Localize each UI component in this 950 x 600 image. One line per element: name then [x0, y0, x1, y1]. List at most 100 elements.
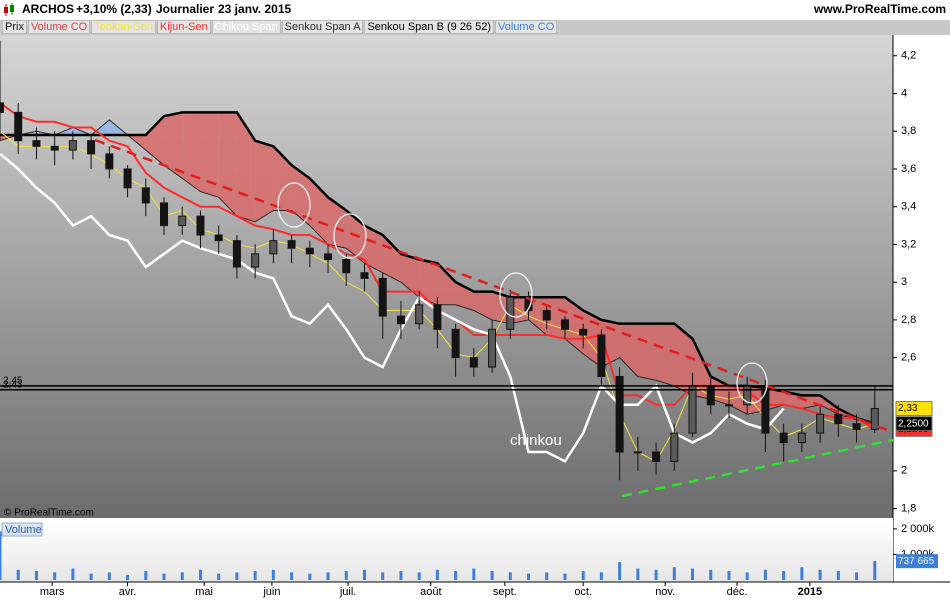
candle-body [360, 272, 369, 279]
candle-body [870, 408, 879, 430]
candle-body [123, 168, 132, 189]
candles [0, 40, 879, 481]
support-trendline [621, 438, 894, 498]
candle-body [214, 234, 223, 242]
header-bar [0, 0, 950, 20]
horizontal-lines: 2,452,43 [0, 376, 893, 391]
volume-area [0, 522, 893, 582]
candle-body [688, 385, 697, 434]
candle-body [324, 253, 333, 261]
y-tick-label: 2 [901, 465, 907, 477]
cloud-segment [200, 112, 219, 198]
volume-bar [836, 571, 840, 580]
y-tick-label: 3,6 [901, 163, 916, 175]
volume-value-label: 737 665 [898, 556, 935, 567]
volume-bar [126, 574, 130, 580]
volume-bar [709, 569, 713, 580]
candle-body [105, 153, 114, 170]
volume-bar [435, 569, 439, 580]
volume-bar [198, 569, 202, 580]
legend-item[interactable]: Chikou Span [211, 20, 281, 34]
volume-bar [508, 572, 512, 580]
candle-body [433, 304, 442, 330]
cloud-segment [255, 140, 274, 222]
candle-body [652, 451, 661, 462]
x-tick-label: avr. [119, 586, 137, 598]
highlight-circle [333, 213, 367, 259]
period: Journalier [156, 2, 214, 16]
candle-body [160, 202, 169, 227]
volume-bar [180, 572, 184, 580]
candle-body [178, 215, 187, 227]
x-tick-label: nov. [655, 586, 675, 598]
candle-body [816, 413, 825, 434]
volume-bar [454, 571, 458, 580]
axes: 1,8 2 2,6 2,8 3 3,2 3,4 3,6 3,8 4 4,2 mars avr. mai ju… [40, 50, 938, 598]
y-tick-label: 3,2 [901, 238, 916, 250]
candle-body [32, 140, 41, 147]
candle-body [87, 140, 96, 155]
volume-bar [745, 572, 749, 580]
legend-item[interactable]: Volume CO [495, 20, 558, 34]
volume-bar [636, 568, 640, 580]
volume-y-tick-label: 2 000k [901, 523, 935, 535]
candle-body [779, 432, 788, 444]
cloud-segment [400, 253, 420, 298]
horizontal-line-label: 2,45 [3, 376, 23, 387]
candle-body [14, 111, 23, 142]
y-axis-area [893, 35, 950, 600]
site: www.ProRealTime.com [813, 2, 946, 16]
legend-item[interactable]: Tenkan-Sen [91, 20, 156, 34]
candle-body [670, 432, 679, 462]
y-tick-label: 3,4 [901, 201, 916, 213]
volume-bar [34, 571, 38, 580]
cloud-segment [637, 323, 657, 381]
x-tick-label: août [420, 586, 441, 598]
header-icon [4, 3, 14, 16]
candle-body [560, 319, 569, 330]
volume-bar [672, 567, 676, 580]
candle-body [232, 240, 241, 268]
candle-body [542, 309, 551, 321]
y-tick-label: 3 [901, 276, 907, 288]
legend-item[interactable]: Prix [2, 20, 27, 34]
volume-bar [818, 569, 822, 580]
cloud-segment [528, 297, 547, 335]
cloud-segment [492, 291, 511, 324]
horizontal-line-label: 2,43 [3, 379, 23, 390]
legend-item[interactable]: Senkou Span B (9 26 52) [364, 20, 494, 34]
legend-item[interactable]: Kijun-Sen [156, 20, 211, 34]
value-box [895, 416, 933, 432]
volume-bar [873, 561, 877, 580]
x-tick-label: mai [195, 586, 213, 598]
volume-bar [618, 562, 622, 580]
volume-bar [691, 568, 695, 580]
volume-bar [800, 567, 804, 580]
volume-bar [490, 571, 494, 580]
cloud-segment [145, 116, 165, 166]
candle-body [597, 334, 606, 377]
y-tick-label: 4 [901, 87, 907, 99]
cloud-segment [656, 323, 675, 386]
volume-bar [290, 572, 294, 580]
volume-title: Volume [5, 524, 42, 536]
volume-bar [417, 572, 421, 580]
volume-bar [344, 571, 348, 580]
x-tick-label: mars [40, 586, 65, 598]
candle-body [396, 315, 405, 325]
candle-body [305, 247, 314, 255]
candle-body [706, 385, 715, 406]
candle-body [724, 404, 733, 407]
legend-item[interactable]: Volume CO [27, 20, 91, 34]
volume-bar [16, 569, 20, 580]
volume-bars [0, 531, 877, 580]
annotation: chinkou [510, 432, 562, 449]
x-tick-label: juin [262, 586, 280, 598]
candle-body [633, 451, 642, 454]
volume-bar [527, 573, 531, 580]
cloud-segment [747, 385, 766, 415]
legend-item[interactable]: Senkou Span A [281, 20, 364, 34]
volume-bar [581, 571, 585, 580]
candle-body [0, 102, 4, 113]
